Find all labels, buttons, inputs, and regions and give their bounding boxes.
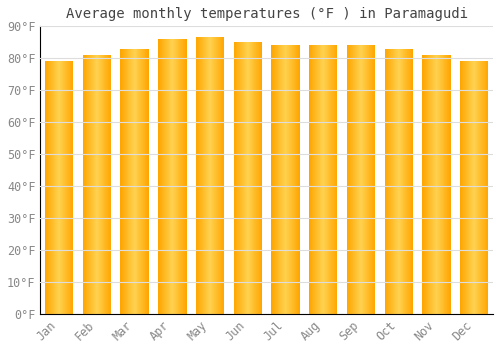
Title: Average monthly temperatures (°F ) in Paramagudi: Average monthly temperatures (°F ) in Pa… (66, 7, 468, 21)
